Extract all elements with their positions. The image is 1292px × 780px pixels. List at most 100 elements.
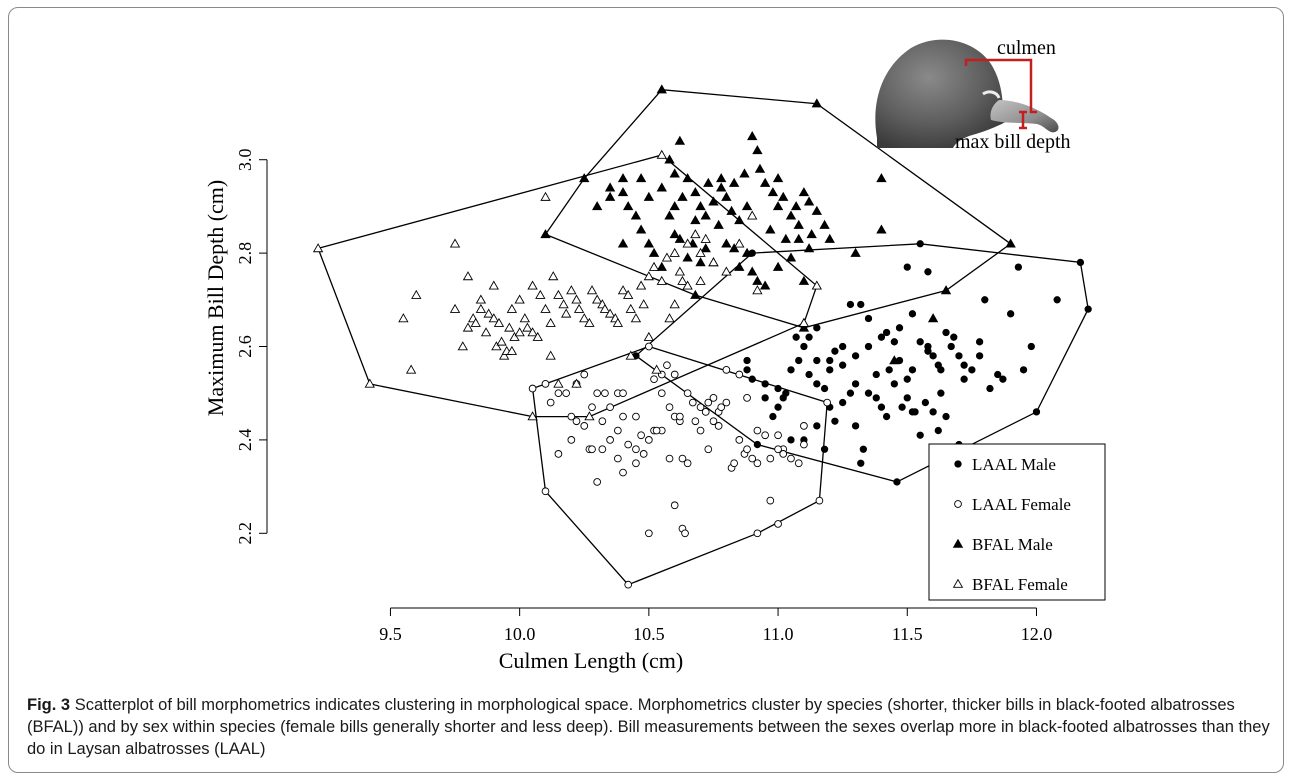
laal-female-point xyxy=(547,399,554,406)
bfal-female-point xyxy=(800,319,809,327)
bfal-female-point xyxy=(482,328,491,336)
bfal-male-point xyxy=(825,235,834,243)
bfal-female-point xyxy=(476,305,485,313)
laal-male-point xyxy=(821,385,827,391)
laal-female-point xyxy=(614,455,621,462)
laal-female-point xyxy=(715,422,722,429)
laal-male-point xyxy=(860,446,866,452)
laal-male-point xyxy=(852,353,858,359)
legend: LAAL MaleLAAL FemaleBFAL MaleBFAL Female xyxy=(929,444,1105,600)
laal-male-point xyxy=(873,395,879,401)
bfal-female-point xyxy=(464,272,473,280)
laal-female-point xyxy=(581,371,588,378)
legend-bfal-female-label: BFAL Female xyxy=(972,575,1068,594)
bfal-male-point xyxy=(657,183,666,191)
laal-female-point xyxy=(625,581,632,588)
laal-male-point xyxy=(801,343,807,349)
bfal-male-point xyxy=(1006,239,1015,247)
laal-male-point xyxy=(976,353,982,359)
laal-male-point xyxy=(891,339,897,345)
laal-male-point xyxy=(896,325,902,331)
laal-male-point xyxy=(917,241,923,247)
laal-male-point xyxy=(852,381,858,387)
laal-female-point xyxy=(671,502,678,509)
bfal-female-point xyxy=(639,300,648,308)
bfal-male-point xyxy=(753,277,762,285)
laal-female-point xyxy=(589,446,596,453)
bfal-female-point xyxy=(644,272,653,280)
laal-female-point xyxy=(702,408,709,415)
laal-female-point xyxy=(633,446,640,453)
laal-male-point xyxy=(1054,297,1060,303)
laal-male-point xyxy=(1033,409,1039,415)
laal-male-point xyxy=(925,348,931,354)
laal-male-point xyxy=(1077,259,1083,265)
bfal-female-point xyxy=(476,295,485,303)
laal-male-point xyxy=(938,390,944,396)
laal-female-point xyxy=(542,380,549,387)
laal-female-point xyxy=(754,530,761,537)
laal-male-point xyxy=(806,334,812,340)
laal-male-point xyxy=(839,362,845,368)
laal-male-point xyxy=(909,311,915,317)
laal-male-point xyxy=(886,367,892,373)
bfal-female-point xyxy=(507,305,516,313)
laal-male-point xyxy=(1000,376,1006,382)
laal-female-point xyxy=(529,385,536,392)
laal-female-point xyxy=(816,497,823,504)
laal-male-point xyxy=(858,301,864,307)
bfal-female-point xyxy=(451,305,460,313)
bfal-male-point xyxy=(748,267,757,275)
laal-male-point xyxy=(925,269,931,275)
laal-male-point xyxy=(951,334,957,340)
laal-male-point xyxy=(894,479,900,485)
laal-female-point xyxy=(555,390,562,397)
bfal-male-point xyxy=(691,216,700,224)
y-tick-label: 2.4 xyxy=(235,429,255,452)
laal-male-point xyxy=(821,446,827,452)
caption-text: Scatterplot of bill morphometrics indica… xyxy=(27,696,1270,758)
bfal-female-point xyxy=(670,300,679,308)
bfal-male-point xyxy=(774,263,783,271)
bfal-female-point xyxy=(489,281,498,289)
bfal-female-point xyxy=(626,305,635,313)
laal-male-point xyxy=(744,357,750,363)
laal-male-point xyxy=(839,399,845,405)
bfal-female-point xyxy=(549,272,558,280)
laal-male-point xyxy=(749,376,755,382)
bfal-male-point xyxy=(637,225,646,233)
laal-male-point xyxy=(1020,367,1026,373)
bfal-female-point xyxy=(412,291,421,299)
bfal-female-point xyxy=(696,277,705,285)
laal-male-point xyxy=(847,301,853,307)
bfal-female-point xyxy=(559,300,568,308)
laal-female-point xyxy=(625,441,632,448)
laal-female-point xyxy=(705,399,712,406)
laal-female-point xyxy=(568,436,575,443)
laal-male-point xyxy=(1007,311,1013,317)
bfal-male-point xyxy=(691,188,700,196)
laal-female-point xyxy=(594,390,601,397)
laal-male-point xyxy=(788,437,794,443)
laal-female-point xyxy=(801,441,808,448)
laal-male-point xyxy=(938,367,944,373)
laal-female-point xyxy=(599,446,606,453)
laal-female-point xyxy=(762,432,769,439)
x-tick-label: 11.0 xyxy=(763,624,794,644)
laal-female-point xyxy=(697,427,704,434)
laal-female-point xyxy=(754,460,761,467)
laal-female-point xyxy=(780,451,787,458)
laal-male-point xyxy=(754,441,760,447)
bfal-female-point xyxy=(678,277,687,285)
bfal-male-point xyxy=(701,244,710,252)
laal-female-point xyxy=(767,455,774,462)
bfal-male-point xyxy=(683,174,692,182)
laal-male-point xyxy=(814,381,820,387)
albatross-illustration: culmen max bill depth xyxy=(875,37,1070,153)
bfal-female-point xyxy=(546,351,555,359)
y-tick-label: 3.0 xyxy=(235,148,255,171)
bfal-male-point xyxy=(722,239,731,247)
bfal-male-point xyxy=(794,221,803,229)
bfal-female-point xyxy=(644,333,653,341)
laal-male-point xyxy=(878,334,884,340)
